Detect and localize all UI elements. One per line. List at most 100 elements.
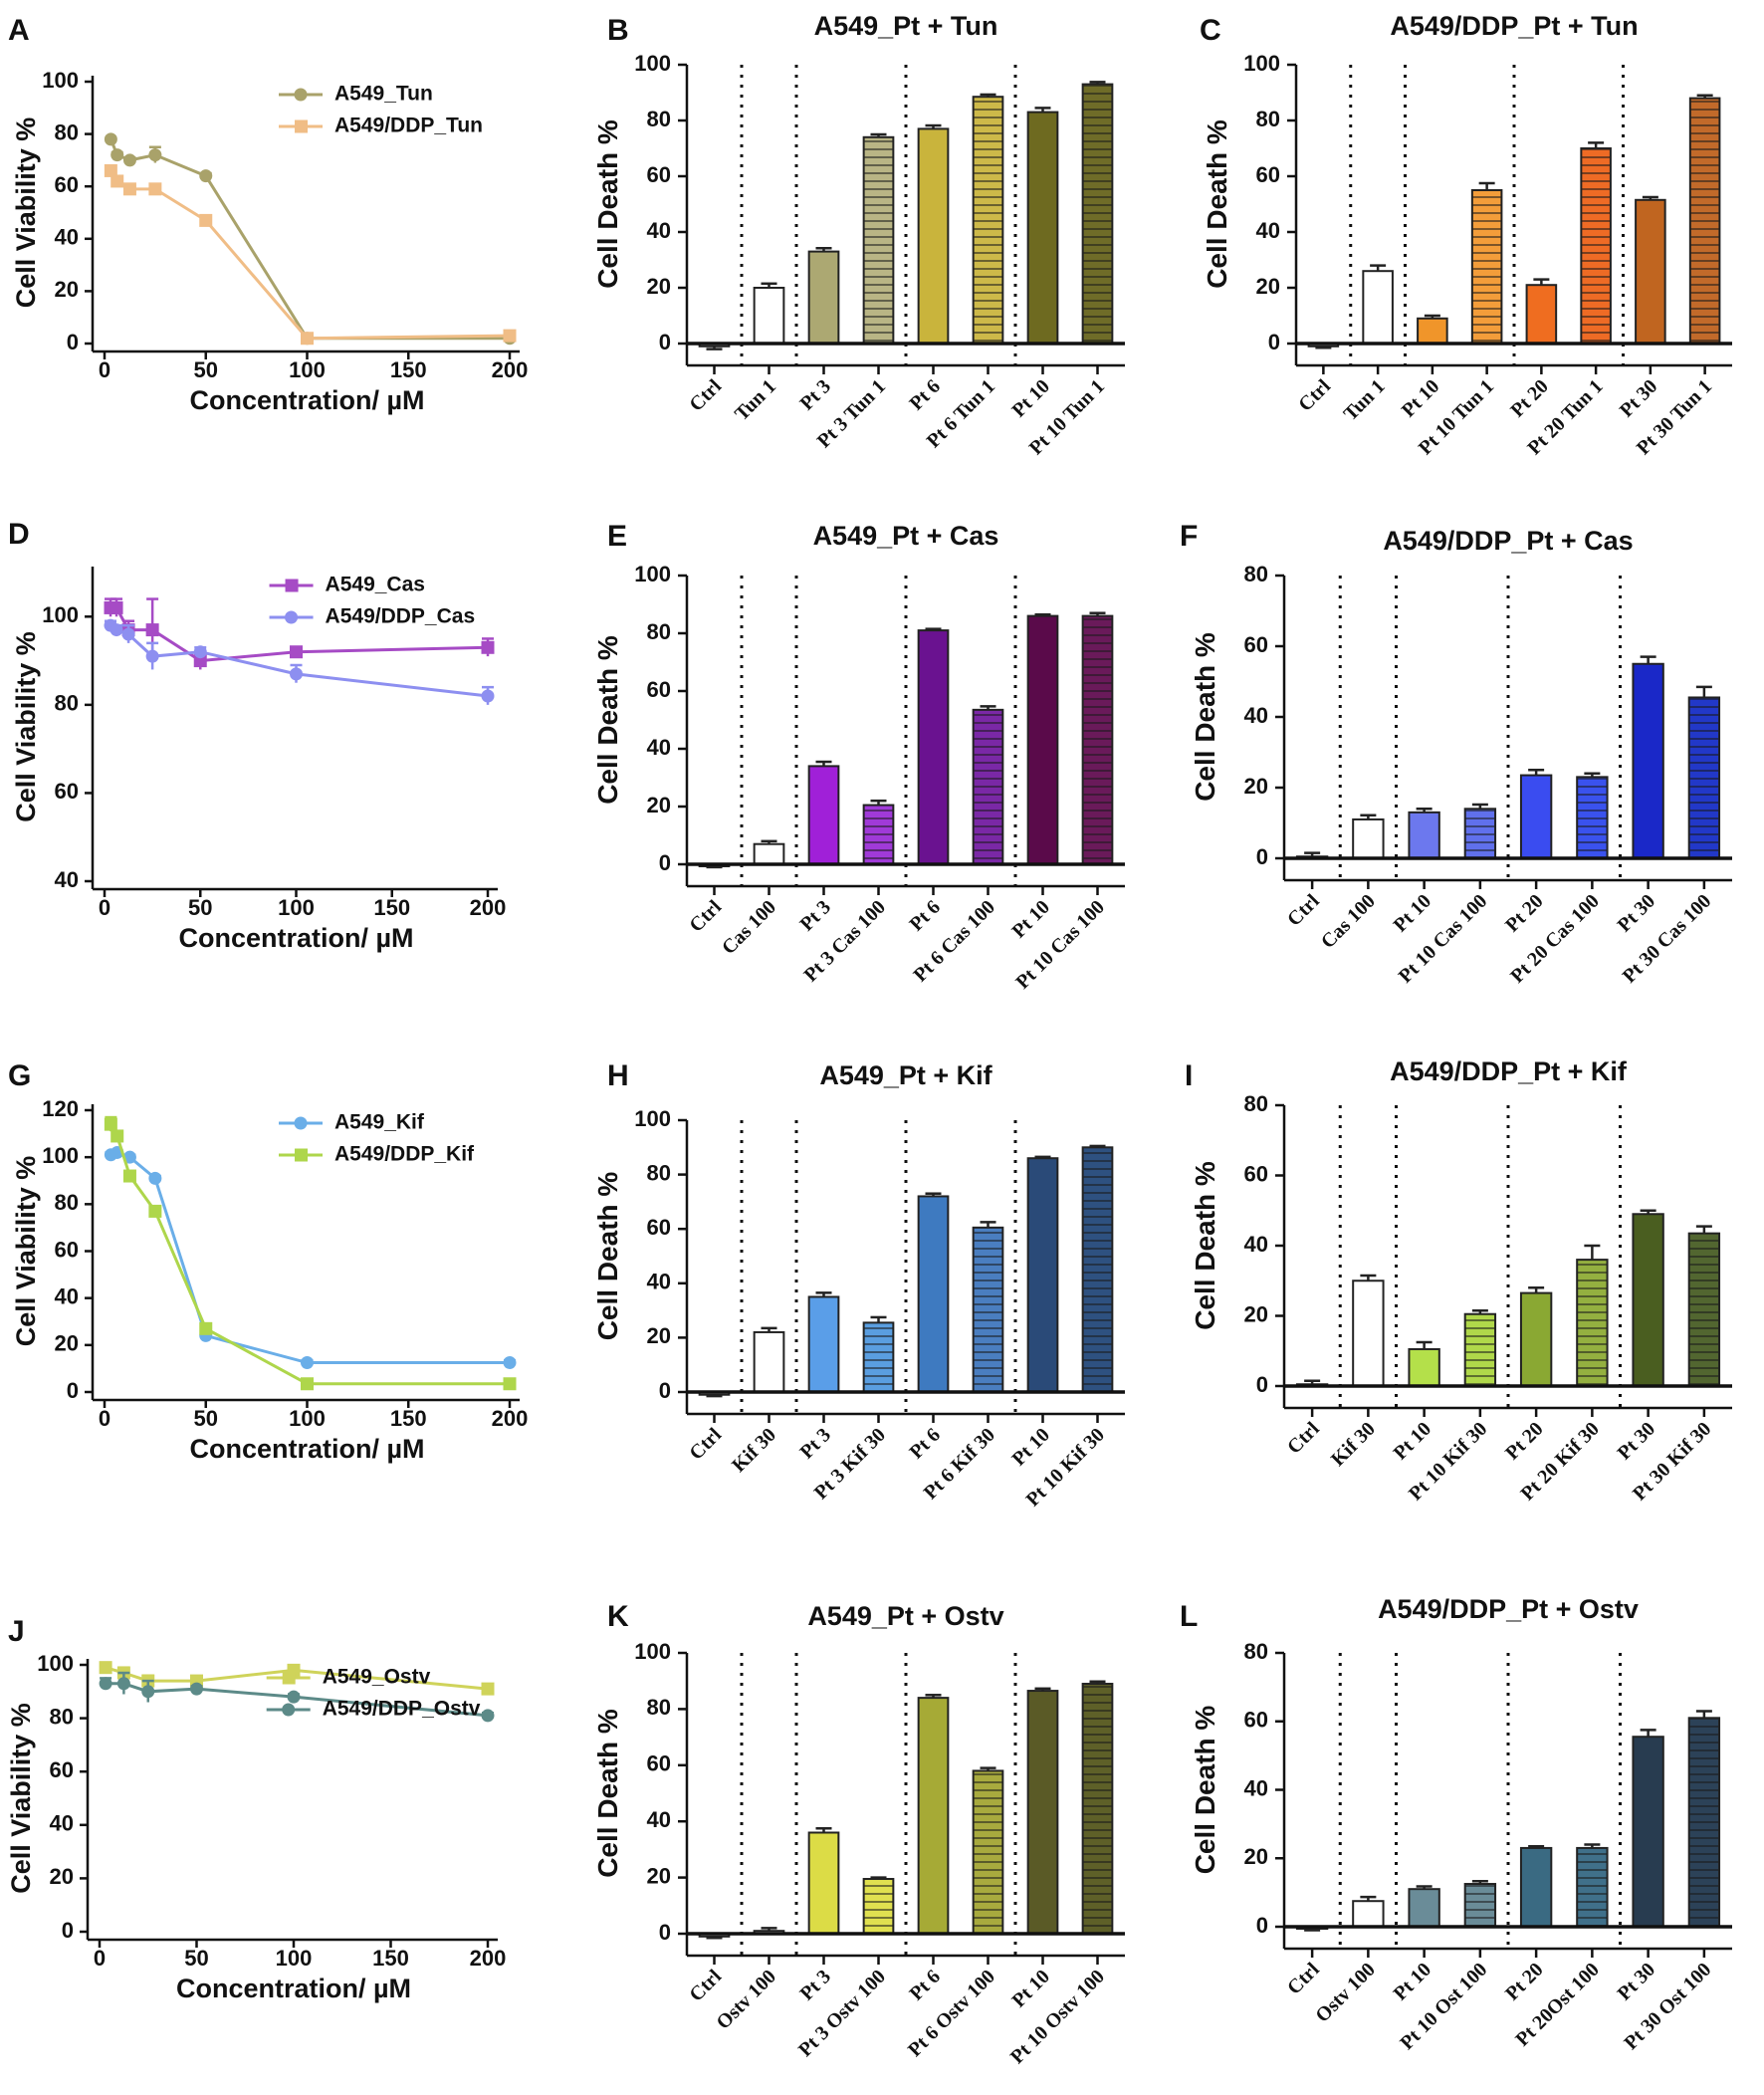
bar-pt-3-cas-100 <box>862 804 895 865</box>
bar-pt-3-kif-30 <box>862 1321 895 1394</box>
data-point <box>110 600 123 614</box>
y-tick-label: 60 <box>647 1751 671 1776</box>
y-tick-label: 80 <box>1244 1639 1268 1664</box>
x-tick-label: Pt 10 <box>1007 896 1054 943</box>
x-tick-label: 0 <box>99 895 110 920</box>
x-tick-label: 100 <box>278 895 315 920</box>
y-tick-label: 100 <box>634 1106 671 1131</box>
y-tick-label: 0 <box>1256 1913 1268 1938</box>
x-tick-label: Ctrl <box>685 375 726 416</box>
legend-label: A549_Kif <box>334 1111 425 1134</box>
x-tick-label: 100 <box>276 1946 313 1971</box>
bar-pt-10-tun-1 <box>1081 83 1114 345</box>
y-tick-label: 100 <box>42 1143 79 1168</box>
y-tick-label: 40 <box>55 225 79 250</box>
y-tick-label: 100 <box>42 68 79 93</box>
panel-K: K A549_Pt + Ostv 0 20 40 60 80 100 Cell Death % C… <box>592 1600 1125 2068</box>
data-point <box>110 1129 124 1143</box>
bar-pt-10 <box>1408 1888 1440 1928</box>
y-tick-label: 100 <box>42 602 79 627</box>
bar-tun-1 <box>753 287 785 345</box>
bar-pt-10-ostv-100 <box>1081 1683 1114 1936</box>
x-tick-label: 200 <box>492 357 529 382</box>
y-tick-label: 40 <box>1244 1775 1268 1800</box>
bar-pt-6 <box>917 127 950 345</box>
data-point <box>122 1150 136 1164</box>
y-tick-label: 100 <box>634 1639 671 1664</box>
panel-letter: F <box>1180 520 1198 553</box>
bar-pt-3 <box>807 1831 840 1935</box>
bar-pt-6 <box>917 629 950 865</box>
x-tick-label: Cas 100 <box>1317 890 1380 953</box>
y-tick-label: 60 <box>1244 1161 1268 1186</box>
data-point <box>104 132 117 146</box>
bar-kif-30 <box>1352 1280 1385 1387</box>
x-tick-label: 0 <box>99 357 110 382</box>
x-tick-label: Pt 3 <box>796 1424 836 1464</box>
data-point <box>141 1685 155 1699</box>
panel-H: H A549_Pt + Kif 0 20 40 60 80 100 Cell Death % Ct… <box>592 1059 1125 1511</box>
x-tick-label: Kif 30 <box>728 1424 780 1477</box>
data-point <box>199 213 213 227</box>
x-tick-label: 200 <box>492 1406 529 1431</box>
legend-entry: A549/DDP_Tun <box>279 115 483 137</box>
bar-pt-6 <box>917 1697 950 1935</box>
data-point <box>148 148 162 162</box>
x-tick-label: Ctrl <box>1283 1418 1324 1459</box>
y-axis-label: Cell Death % <box>592 119 623 289</box>
panel-J: J 0 20 40 60 80 100 0 50 100 150 200 Concentration/ … <box>6 1615 506 2003</box>
chart-title: A549/DDP_Pt + Kif <box>1390 1056 1628 1086</box>
data-point <box>110 623 123 637</box>
y-tick-label: 40 <box>647 1270 671 1294</box>
x-tick-label: 50 <box>194 1406 218 1431</box>
x-tick-label: Pt 10 <box>1390 1959 1436 2005</box>
data-point <box>199 1321 213 1335</box>
data-point <box>503 1377 517 1391</box>
panel-E: E A549_Pt + Cas 0 20 40 60 80 100 Cell Death % Ct… <box>592 520 1125 994</box>
y-axis-label: Cell Viability % <box>6 1703 36 1894</box>
x-tick-label: Tun 1 <box>731 375 780 425</box>
y-tick-label: 40 <box>1244 1232 1268 1257</box>
bar-pt-3 <box>807 765 840 866</box>
y-tick-label: 60 <box>55 779 79 804</box>
x-tick-label: Pt 20 <box>1501 1959 1548 2005</box>
bar-pt-10 <box>1417 317 1448 345</box>
y-tick-label: 0 <box>1256 844 1268 869</box>
chart-title: A549_Pt + Tun <box>814 11 998 41</box>
x-tick-label: Pt 6 <box>906 1966 946 2005</box>
panel-letter: C <box>1200 14 1221 47</box>
data-point <box>148 182 162 196</box>
series-line <box>110 623 489 698</box>
x-tick-label: Pt 30 <box>1614 1418 1660 1465</box>
data-point <box>503 1356 517 1370</box>
bar-pt-10 <box>1026 1157 1059 1393</box>
panel-C: C A549/DDP_Pt + Tun 0 20 40 60 80 100 Cell Death… <box>1200 11 1732 459</box>
x-tick-label: 50 <box>184 1946 208 1971</box>
x-tick-label: Pt 10 <box>1390 890 1436 937</box>
y-tick-label: 0 <box>659 330 671 354</box>
y-tick-label: 80 <box>647 107 671 131</box>
x-tick-label: Pt 30 <box>1614 1959 1660 2005</box>
x-tick-label: Pt 20 <box>1501 1418 1548 1465</box>
data-point <box>199 169 213 183</box>
bar-pt-20 <box>1519 774 1553 860</box>
x-tick-label: Pt 3 <box>796 375 836 415</box>
data-point <box>104 163 117 177</box>
panel-letter: L <box>1180 1600 1198 1633</box>
panel-letter: K <box>607 1600 629 1633</box>
y-tick-label: 20 <box>647 793 671 817</box>
bar-pt-20-kif-30 <box>1576 1259 1609 1387</box>
y-tick-label: 100 <box>37 1651 74 1676</box>
y-axis-label: Cell Death % <box>592 635 623 805</box>
y-tick-label: 0 <box>67 330 79 354</box>
bar-pt-20-cas-100 <box>1576 776 1609 859</box>
x-tick-label: Pt 20 <box>1501 890 1548 937</box>
legend-entry: A549_Kif <box>279 1111 425 1134</box>
y-tick-label: 60 <box>647 1215 671 1240</box>
data-point <box>301 1356 314 1370</box>
data-point <box>503 329 517 343</box>
series-line <box>110 1150 510 1365</box>
data-point <box>122 182 136 196</box>
bar-pt-30 <box>1632 1213 1664 1388</box>
x-axis-label: Concentration/ µM <box>189 1434 424 1464</box>
